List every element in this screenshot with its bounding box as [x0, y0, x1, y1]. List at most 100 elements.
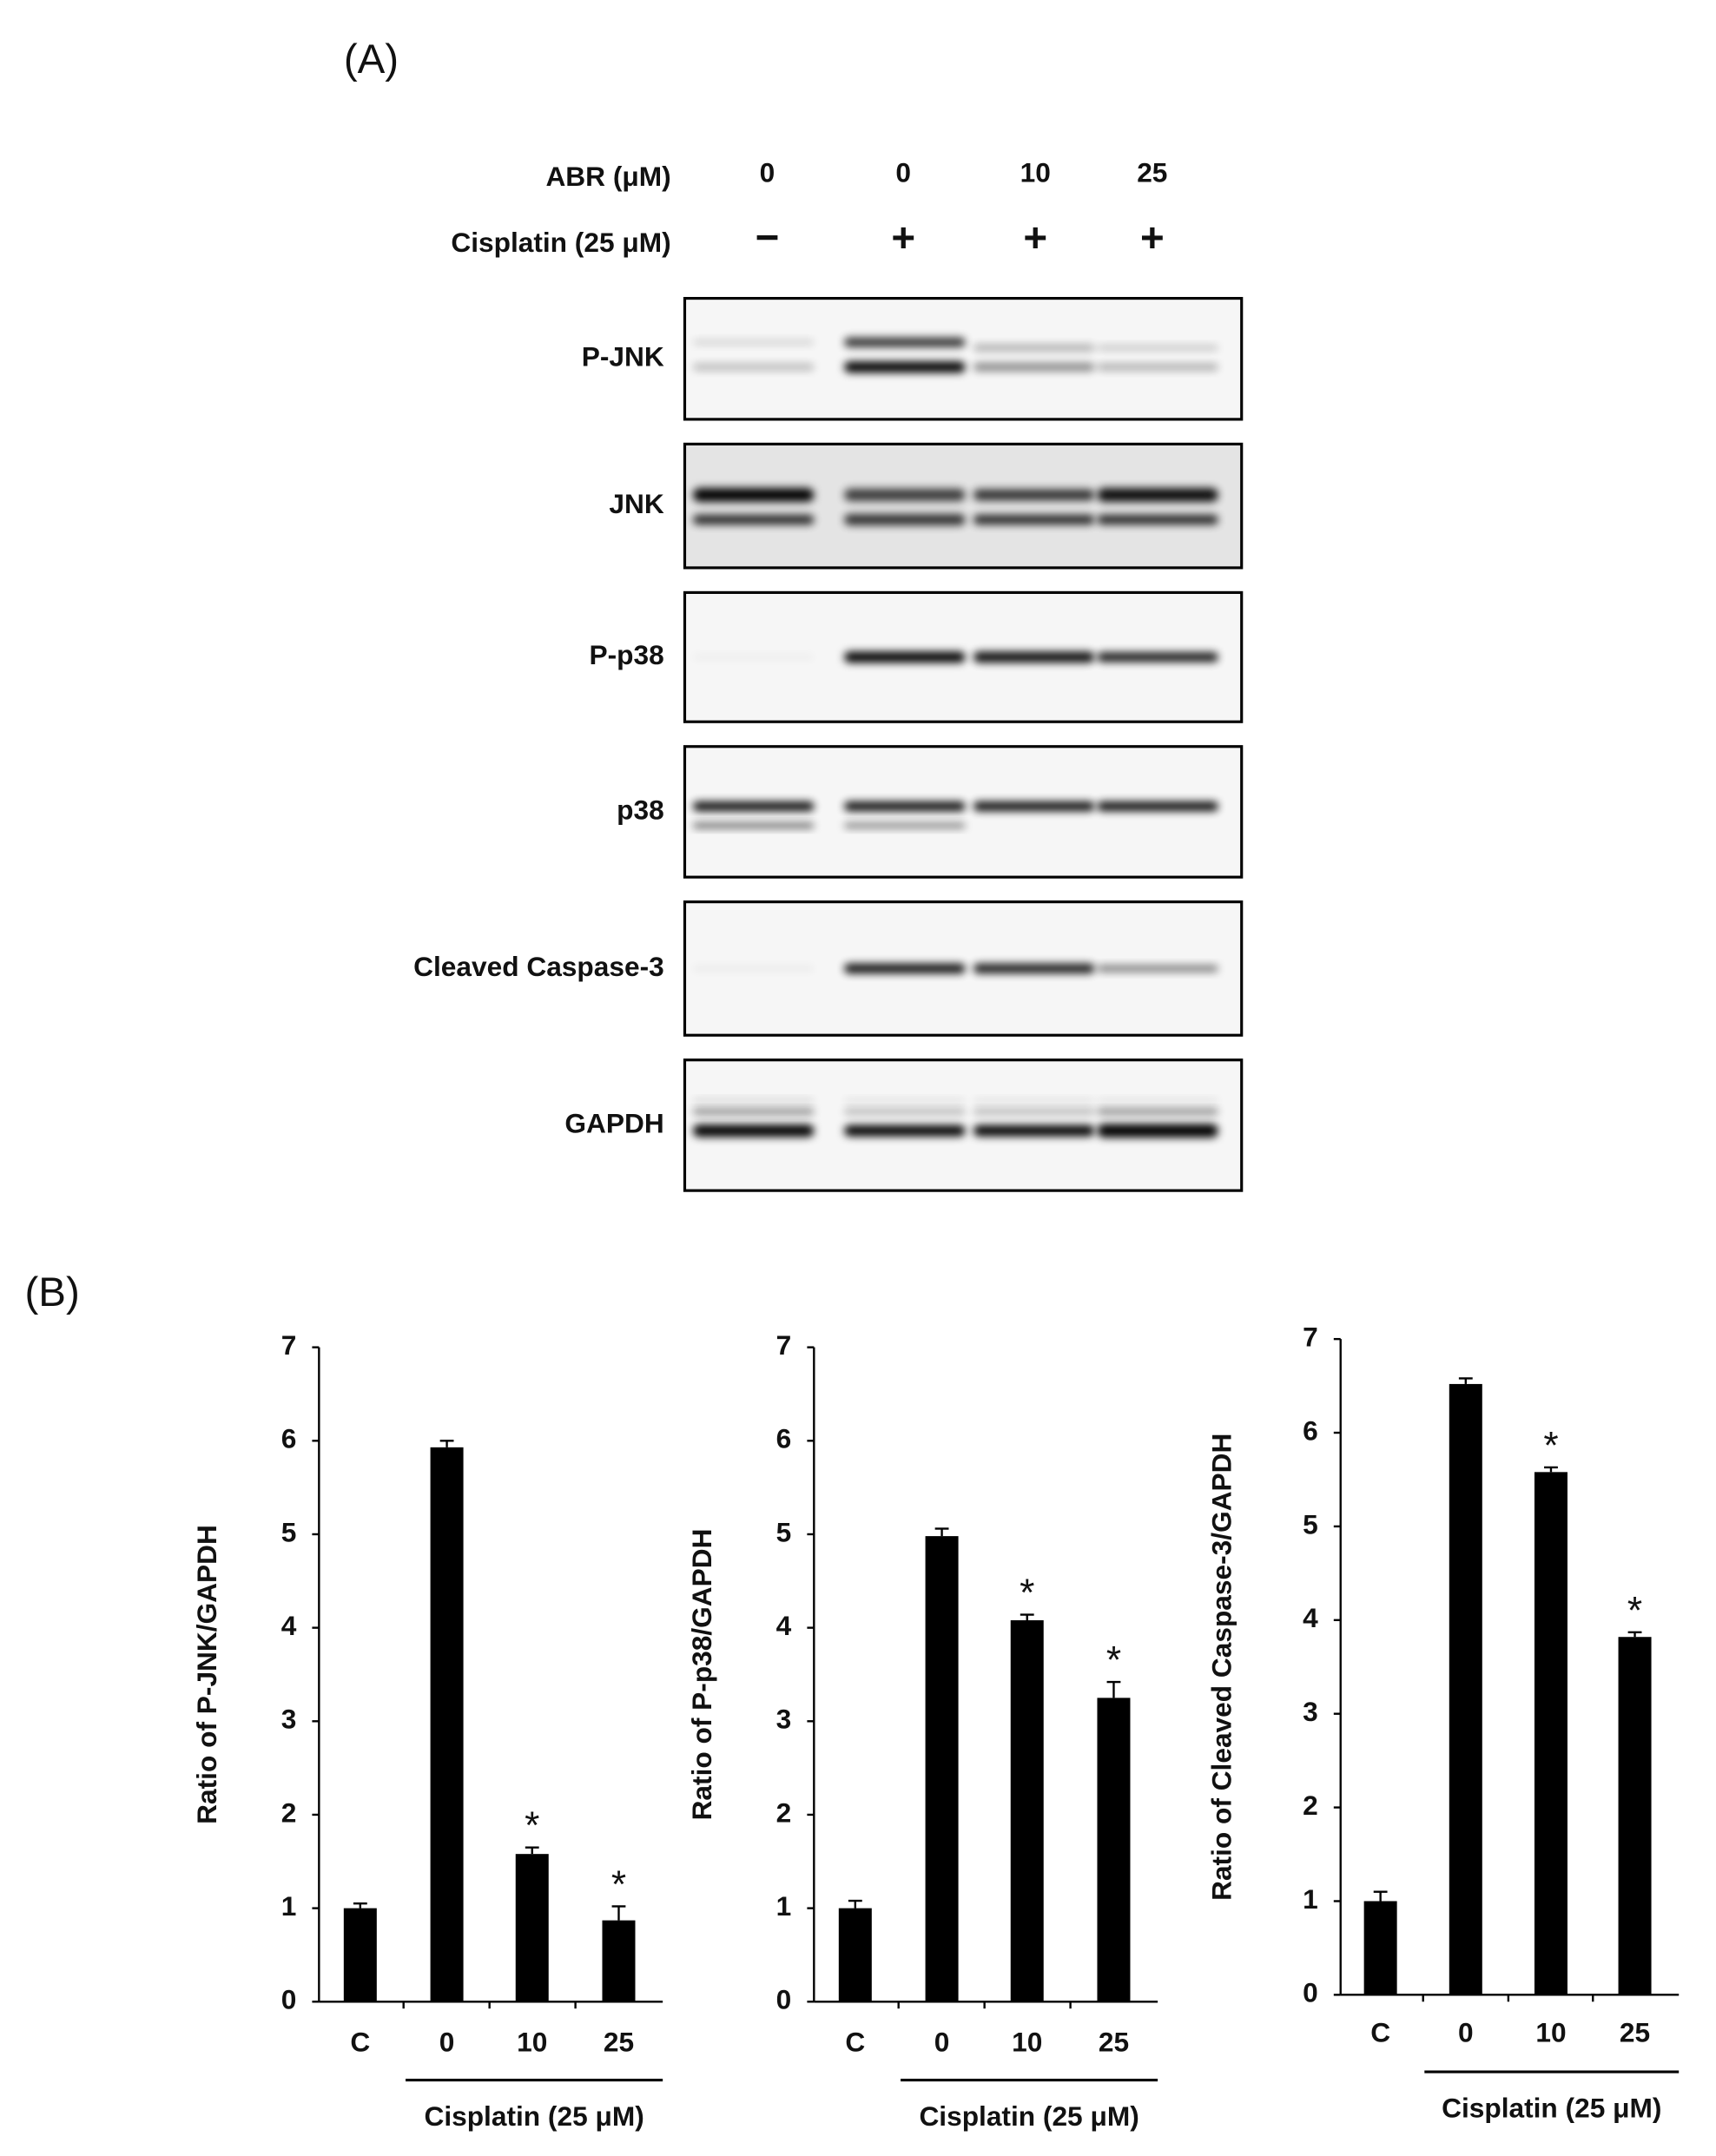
blot-band	[1097, 363, 1218, 371]
y-tick-label: 5	[776, 1516, 792, 1547]
blot-band	[692, 340, 815, 346]
x-tick-label: 0	[1458, 2017, 1474, 2048]
x-tick-label: C	[1370, 2017, 1390, 2048]
x-tick-label: C	[845, 2027, 865, 2058]
bar	[1618, 1637, 1652, 1995]
blot-band	[692, 1124, 815, 1137]
significance-mark: *	[611, 1863, 626, 1906]
y-tick-label: 0	[281, 1984, 297, 2015]
x-tick-label: C	[350, 2027, 370, 2058]
condition-value: +	[1140, 215, 1165, 261]
blot-band	[844, 488, 966, 502]
y-tick-label: 6	[1303, 1414, 1318, 1446]
blot-band	[973, 489, 1095, 501]
blot-band	[692, 1098, 815, 1103]
y-tick-label: 6	[776, 1423, 792, 1454]
bar	[602, 1920, 636, 2002]
condition-value: −	[756, 215, 780, 261]
significance-mark: *	[525, 1804, 539, 1847]
blot-band	[973, 1108, 1095, 1115]
y-tick-label: 4	[281, 1610, 297, 1641]
blot-band	[692, 514, 815, 525]
blot-band	[973, 362, 1095, 372]
y-tick-label: 1	[776, 1890, 792, 1922]
bar	[343, 1908, 377, 2002]
blot-band	[844, 337, 966, 347]
y-tick-label: 4	[776, 1610, 792, 1641]
y-tick-label: 5	[1303, 1508, 1318, 1540]
blot-band	[1097, 1124, 1218, 1138]
blot-band	[973, 963, 1095, 973]
blot-band	[844, 1098, 966, 1103]
y-tick-label: 3	[281, 1704, 297, 1735]
x-tick-label: 0	[934, 2027, 950, 2058]
y-tick-label: 3	[776, 1704, 792, 1735]
y-tick-label: 1	[281, 1890, 297, 1922]
y-tick-label: 6	[281, 1423, 297, 1454]
blot-band	[973, 1098, 1095, 1103]
blot-label: P-p38	[590, 639, 664, 670]
significance-mark: *	[1627, 1589, 1642, 1632]
blot-band	[692, 1108, 815, 1115]
bar	[1534, 1472, 1568, 1995]
condition-value: 0	[760, 156, 776, 188]
significance-mark: *	[1543, 1424, 1558, 1467]
blot-band	[844, 1108, 966, 1115]
blot-band	[844, 801, 966, 812]
condition-value: +	[1023, 215, 1047, 261]
blot-band	[844, 651, 966, 663]
x-tick-label: 10	[1012, 2027, 1042, 2058]
condition-value: 25	[1137, 156, 1167, 188]
blot-band	[844, 1124, 966, 1137]
blot-band	[692, 966, 815, 972]
y-tick-label: 2	[281, 1797, 297, 1828]
blot-band	[844, 514, 966, 525]
y-tick-label: 7	[1303, 1321, 1318, 1352]
condition-label: Cisplatin (25 μM)	[451, 227, 670, 258]
y-tick-label: 3	[1303, 1696, 1318, 1727]
bar	[925, 1536, 959, 2002]
blot-band	[1097, 965, 1218, 973]
blot-band	[1097, 801, 1218, 812]
blot-band	[844, 963, 966, 973]
blot-band	[973, 344, 1095, 352]
blot-band	[1097, 488, 1218, 502]
blot-band	[844, 361, 966, 373]
x-tick-label: 10	[1535, 2017, 1566, 2048]
y-axis-label: Ratio of P-p38/GAPDH	[686, 1528, 717, 1820]
y-tick-label: 7	[281, 1329, 297, 1361]
y-tick-label: 1	[1303, 1883, 1318, 1915]
blot-band	[844, 822, 966, 828]
blot-band	[692, 822, 815, 828]
blot-band	[692, 363, 815, 371]
panel-label: (A)	[344, 36, 399, 82]
y-axis-label: Ratio of P-JNK/GAPDH	[191, 1525, 222, 1824]
blot-frame	[683, 296, 1244, 421]
panel-label: (B)	[24, 1269, 79, 1315]
y-tick-label: 2	[776, 1797, 792, 1828]
y-tick-label: 2	[1303, 1790, 1318, 1821]
blot-band	[692, 654, 815, 660]
blot-band	[1097, 1098, 1218, 1103]
blot-band	[973, 514, 1095, 525]
significance-mark: *	[1106, 1639, 1121, 1682]
group-label: Cisplatin (25 μM)	[1442, 2093, 1661, 2124]
y-tick-label: 5	[281, 1516, 297, 1547]
blot-frame	[683, 442, 1244, 570]
blot-band	[1097, 514, 1218, 525]
blot-label: JNK	[609, 488, 663, 519]
blot-band	[692, 801, 815, 812]
y-tick-label: 0	[1303, 1977, 1318, 2008]
bar	[1449, 1383, 1482, 1995]
blot-band	[973, 801, 1095, 812]
x-tick-label: 25	[604, 2027, 634, 2058]
x-tick-label: 10	[517, 2027, 547, 2058]
x-tick-label: 25	[1099, 2027, 1129, 2058]
significance-mark: *	[1020, 1572, 1034, 1614]
bar	[1097, 1698, 1131, 2002]
blot-label: P-JNK	[582, 341, 664, 373]
blot-label: p38	[617, 794, 664, 825]
